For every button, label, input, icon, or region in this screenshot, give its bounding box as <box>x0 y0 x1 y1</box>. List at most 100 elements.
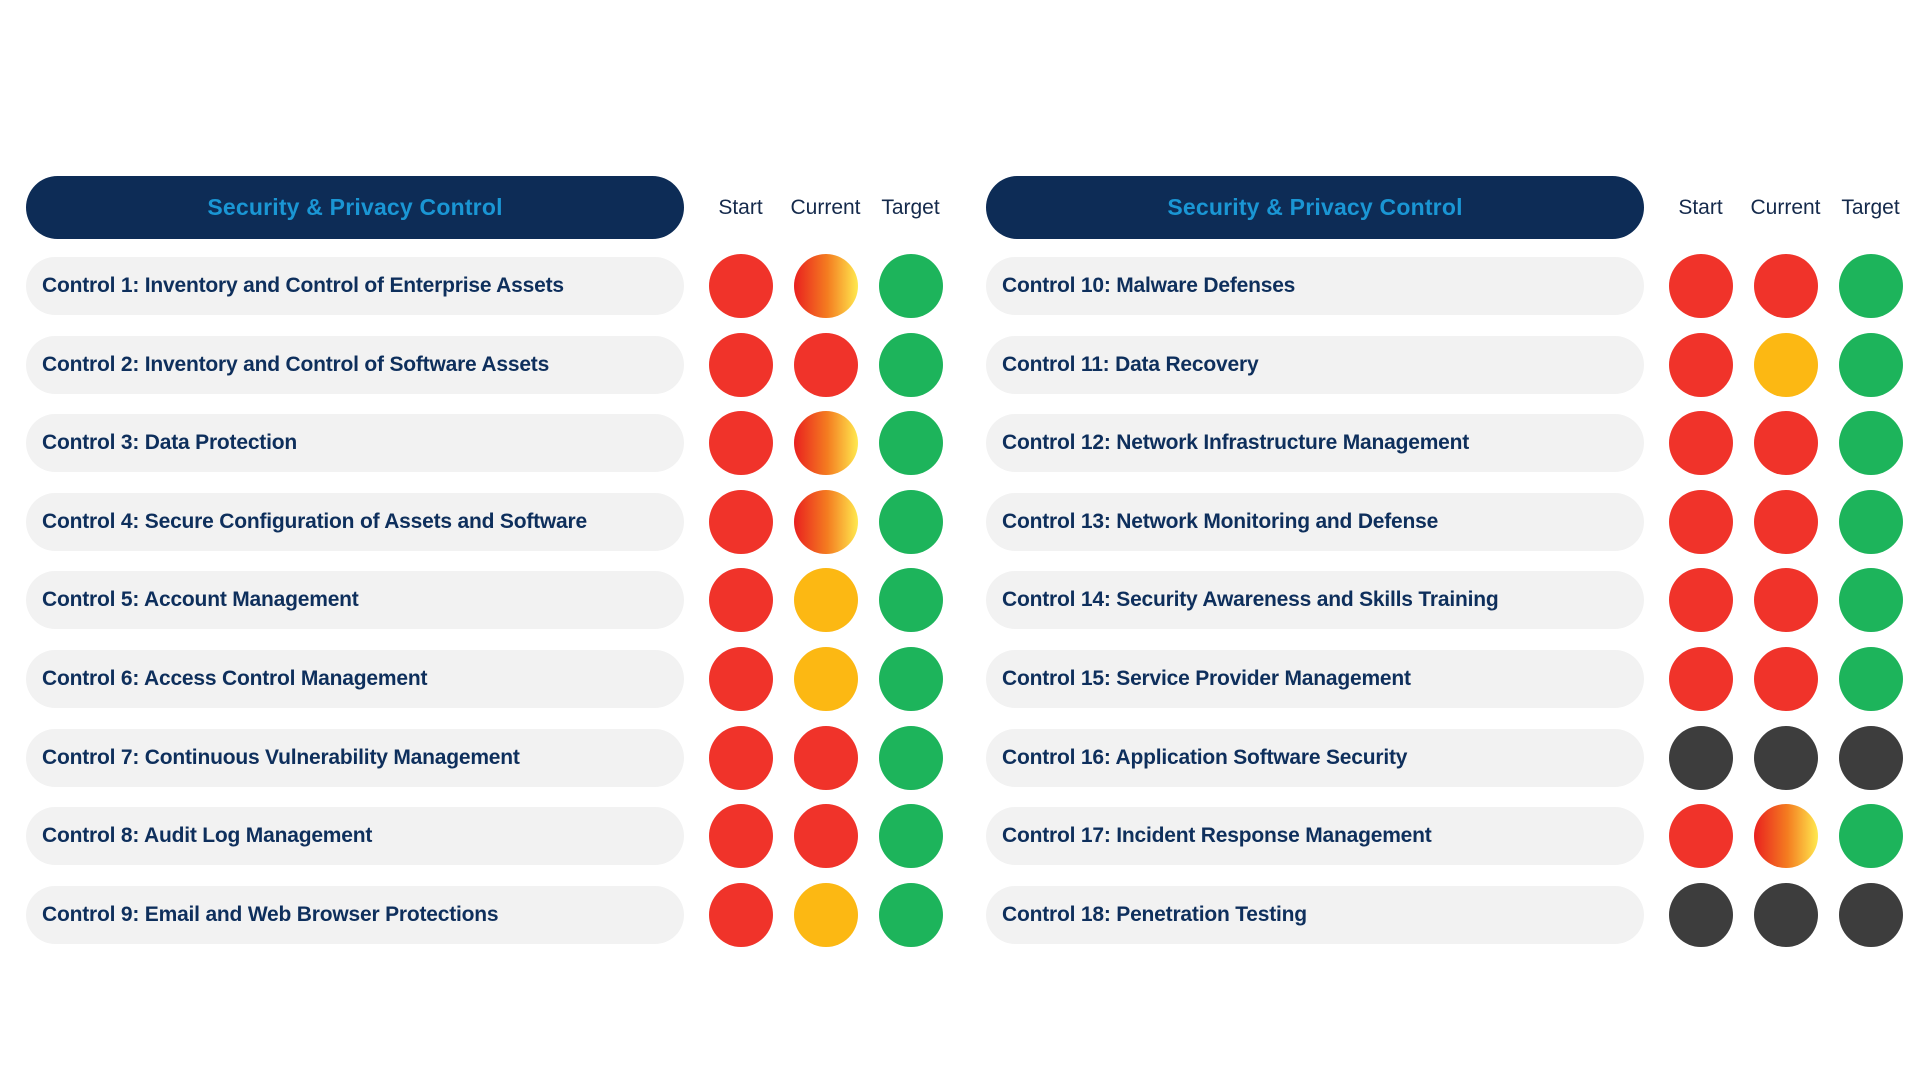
control-row: Control 16: Application Software Securit… <box>986 725 1913 790</box>
control-row: Control 10: Malware Defenses <box>986 254 1913 318</box>
status-dot-target <box>878 254 943 318</box>
control-row: Control 7: Continuous Vulnerability Mana… <box>26 725 953 790</box>
controls-table-left: Security & Privacy Control Start Current… <box>26 176 953 964</box>
column-header-start: Start <box>718 195 763 219</box>
control-row: Control 1: Inventory and Control of Ente… <box>26 254 953 318</box>
table-header-row: Security & Privacy Control Start Current… <box>26 176 953 239</box>
control-row: Control 6: Access Control Management <box>26 646 953 711</box>
status-dot-current <box>1753 489 1818 554</box>
control-row: Control 18: Penetration Testing <box>986 882 1913 947</box>
control-label: Control 1: Inventory and Control of Ente… <box>42 274 564 297</box>
column-header-target: Target <box>881 195 940 219</box>
status-dot-start <box>708 489 773 554</box>
control-row: Control 11: Data Recovery <box>986 332 1913 397</box>
control-name-pill: Control 8: Audit Log Management <box>26 807 684 866</box>
control-name-pill: Control 3: Data Protection <box>26 414 684 473</box>
control-label: Control 14: Security Awareness and Skill… <box>1002 588 1499 612</box>
status-dot-start <box>1668 411 1733 476</box>
status-dot-start <box>708 882 773 947</box>
status-dot-current <box>1753 411 1818 476</box>
status-dot-start <box>1668 804 1733 869</box>
status-dot-start <box>1668 489 1733 554</box>
status-dot-target <box>878 725 943 790</box>
status-dot-current <box>1753 646 1818 711</box>
control-row: Control 5: Account Management <box>26 568 953 633</box>
status-dot-target <box>878 411 943 476</box>
status-dot-target <box>1838 411 1903 476</box>
status-dot-current <box>793 804 858 869</box>
status-dot-start <box>1668 568 1733 633</box>
status-dot-current <box>1753 882 1818 947</box>
controls-table-right: Security & Privacy Control Start Current… <box>986 176 1913 964</box>
control-row: Control 9: Email and Web Browser Protect… <box>26 882 953 947</box>
status-dot-start <box>708 804 773 869</box>
status-dot-target <box>1838 254 1903 318</box>
control-label: Control 8: Audit Log Management <box>42 824 373 848</box>
table-header-pill: Security & Privacy Control <box>26 176 684 239</box>
column-header-start: Start <box>1678 195 1723 219</box>
status-dot-current <box>793 332 858 397</box>
control-name-pill: Control 1: Inventory and Control of Ente… <box>26 257 684 315</box>
status-dot-target <box>878 568 943 633</box>
table-header-row: Security & Privacy Control Start Current… <box>986 176 1913 239</box>
status-dot-target <box>1838 332 1903 397</box>
status-dot-target <box>878 489 943 554</box>
control-label: Control 4: Secure Configuration of Asset… <box>42 509 587 533</box>
control-name-pill: Control 11: Data Recovery <box>986 335 1644 394</box>
control-label: Control 6: Access Control Management <box>42 666 428 690</box>
status-dot-start <box>1668 646 1733 711</box>
status-dot-current <box>793 568 858 633</box>
status-dot-target <box>1838 725 1903 790</box>
status-dot-target <box>1838 646 1903 711</box>
status-dot-start <box>708 646 773 711</box>
status-dot-target <box>878 332 943 397</box>
control-row: Control 12: Network Infrastructure Manag… <box>986 411 1913 476</box>
status-dot-start <box>1668 882 1733 947</box>
control-row: Control 3: Data Protection <box>26 411 953 476</box>
status-dot-current <box>793 254 858 318</box>
control-label: Control 16: Application Software Securit… <box>1002 745 1408 769</box>
control-name-pill: Control 2: Inventory and Control of Soft… <box>26 335 684 394</box>
status-dot-target <box>878 646 943 711</box>
table-rows: Control 10: Malware Defenses Control 11:… <box>986 254 1913 947</box>
control-name-pill: Control 5: Account Management <box>26 571 684 630</box>
control-row: Control 14: Security Awareness and Skill… <box>986 568 1913 633</box>
column-header-current: Current <box>1750 195 1821 219</box>
status-dot-current <box>793 489 858 554</box>
control-name-pill: Control 15: Service Provider Management <box>986 649 1644 708</box>
control-name-pill: Control 9: Email and Web Browser Protect… <box>26 885 684 944</box>
column-header-target: Target <box>1841 195 1900 219</box>
status-dot-current <box>1753 725 1818 790</box>
status-dot-current <box>793 646 858 711</box>
control-label: Control 11: Data Recovery <box>1002 352 1259 376</box>
control-label: Control 13: Network Monitoring and Defen… <box>1002 509 1439 533</box>
control-label: Control 18: Penetration Testing <box>1002 902 1307 926</box>
control-label: Control 2: Inventory and Control of Soft… <box>42 352 550 376</box>
column-header-current: Current <box>790 195 861 219</box>
status-dot-current <box>793 411 858 476</box>
control-row: Control 8: Audit Log Management <box>26 804 953 869</box>
control-name-pill: Control 12: Network Infrastructure Manag… <box>986 414 1644 473</box>
table-title: Security & Privacy Control <box>207 194 503 220</box>
control-name-pill: Control 7: Continuous Vulnerability Mana… <box>26 728 684 787</box>
control-label: Control 9: Email and Web Browser Protect… <box>42 902 499 926</box>
status-dot-current <box>1753 254 1818 318</box>
table-title: Security & Privacy Control <box>1167 194 1463 220</box>
status-dot-current <box>1753 332 1818 397</box>
control-label: Control 15: Service Provider Management <box>1002 666 1411 690</box>
control-row: Control 15: Service Provider Management <box>986 646 1913 711</box>
control-label: Control 3: Data Protection <box>42 431 297 455</box>
status-dot-target <box>1838 568 1903 633</box>
status-dot-current <box>1753 804 1818 869</box>
control-name-pill: Control 16: Application Software Securit… <box>986 728 1644 787</box>
control-label: Control 12: Network Infrastructure Manag… <box>1002 431 1470 455</box>
status-dot-start <box>708 254 773 318</box>
control-label: Control 5: Account Management <box>42 588 359 612</box>
control-label: Control 10: Malware Defenses <box>1002 274 1296 297</box>
status-dot-start <box>708 411 773 476</box>
status-dot-current <box>793 725 858 790</box>
control-row: Control 13: Network Monitoring and Defen… <box>986 489 1913 554</box>
control-name-pill: Control 17: Incident Response Management <box>986 807 1644 866</box>
table-header-pill: Security & Privacy Control <box>986 176 1644 239</box>
status-dot-target <box>1838 804 1903 869</box>
